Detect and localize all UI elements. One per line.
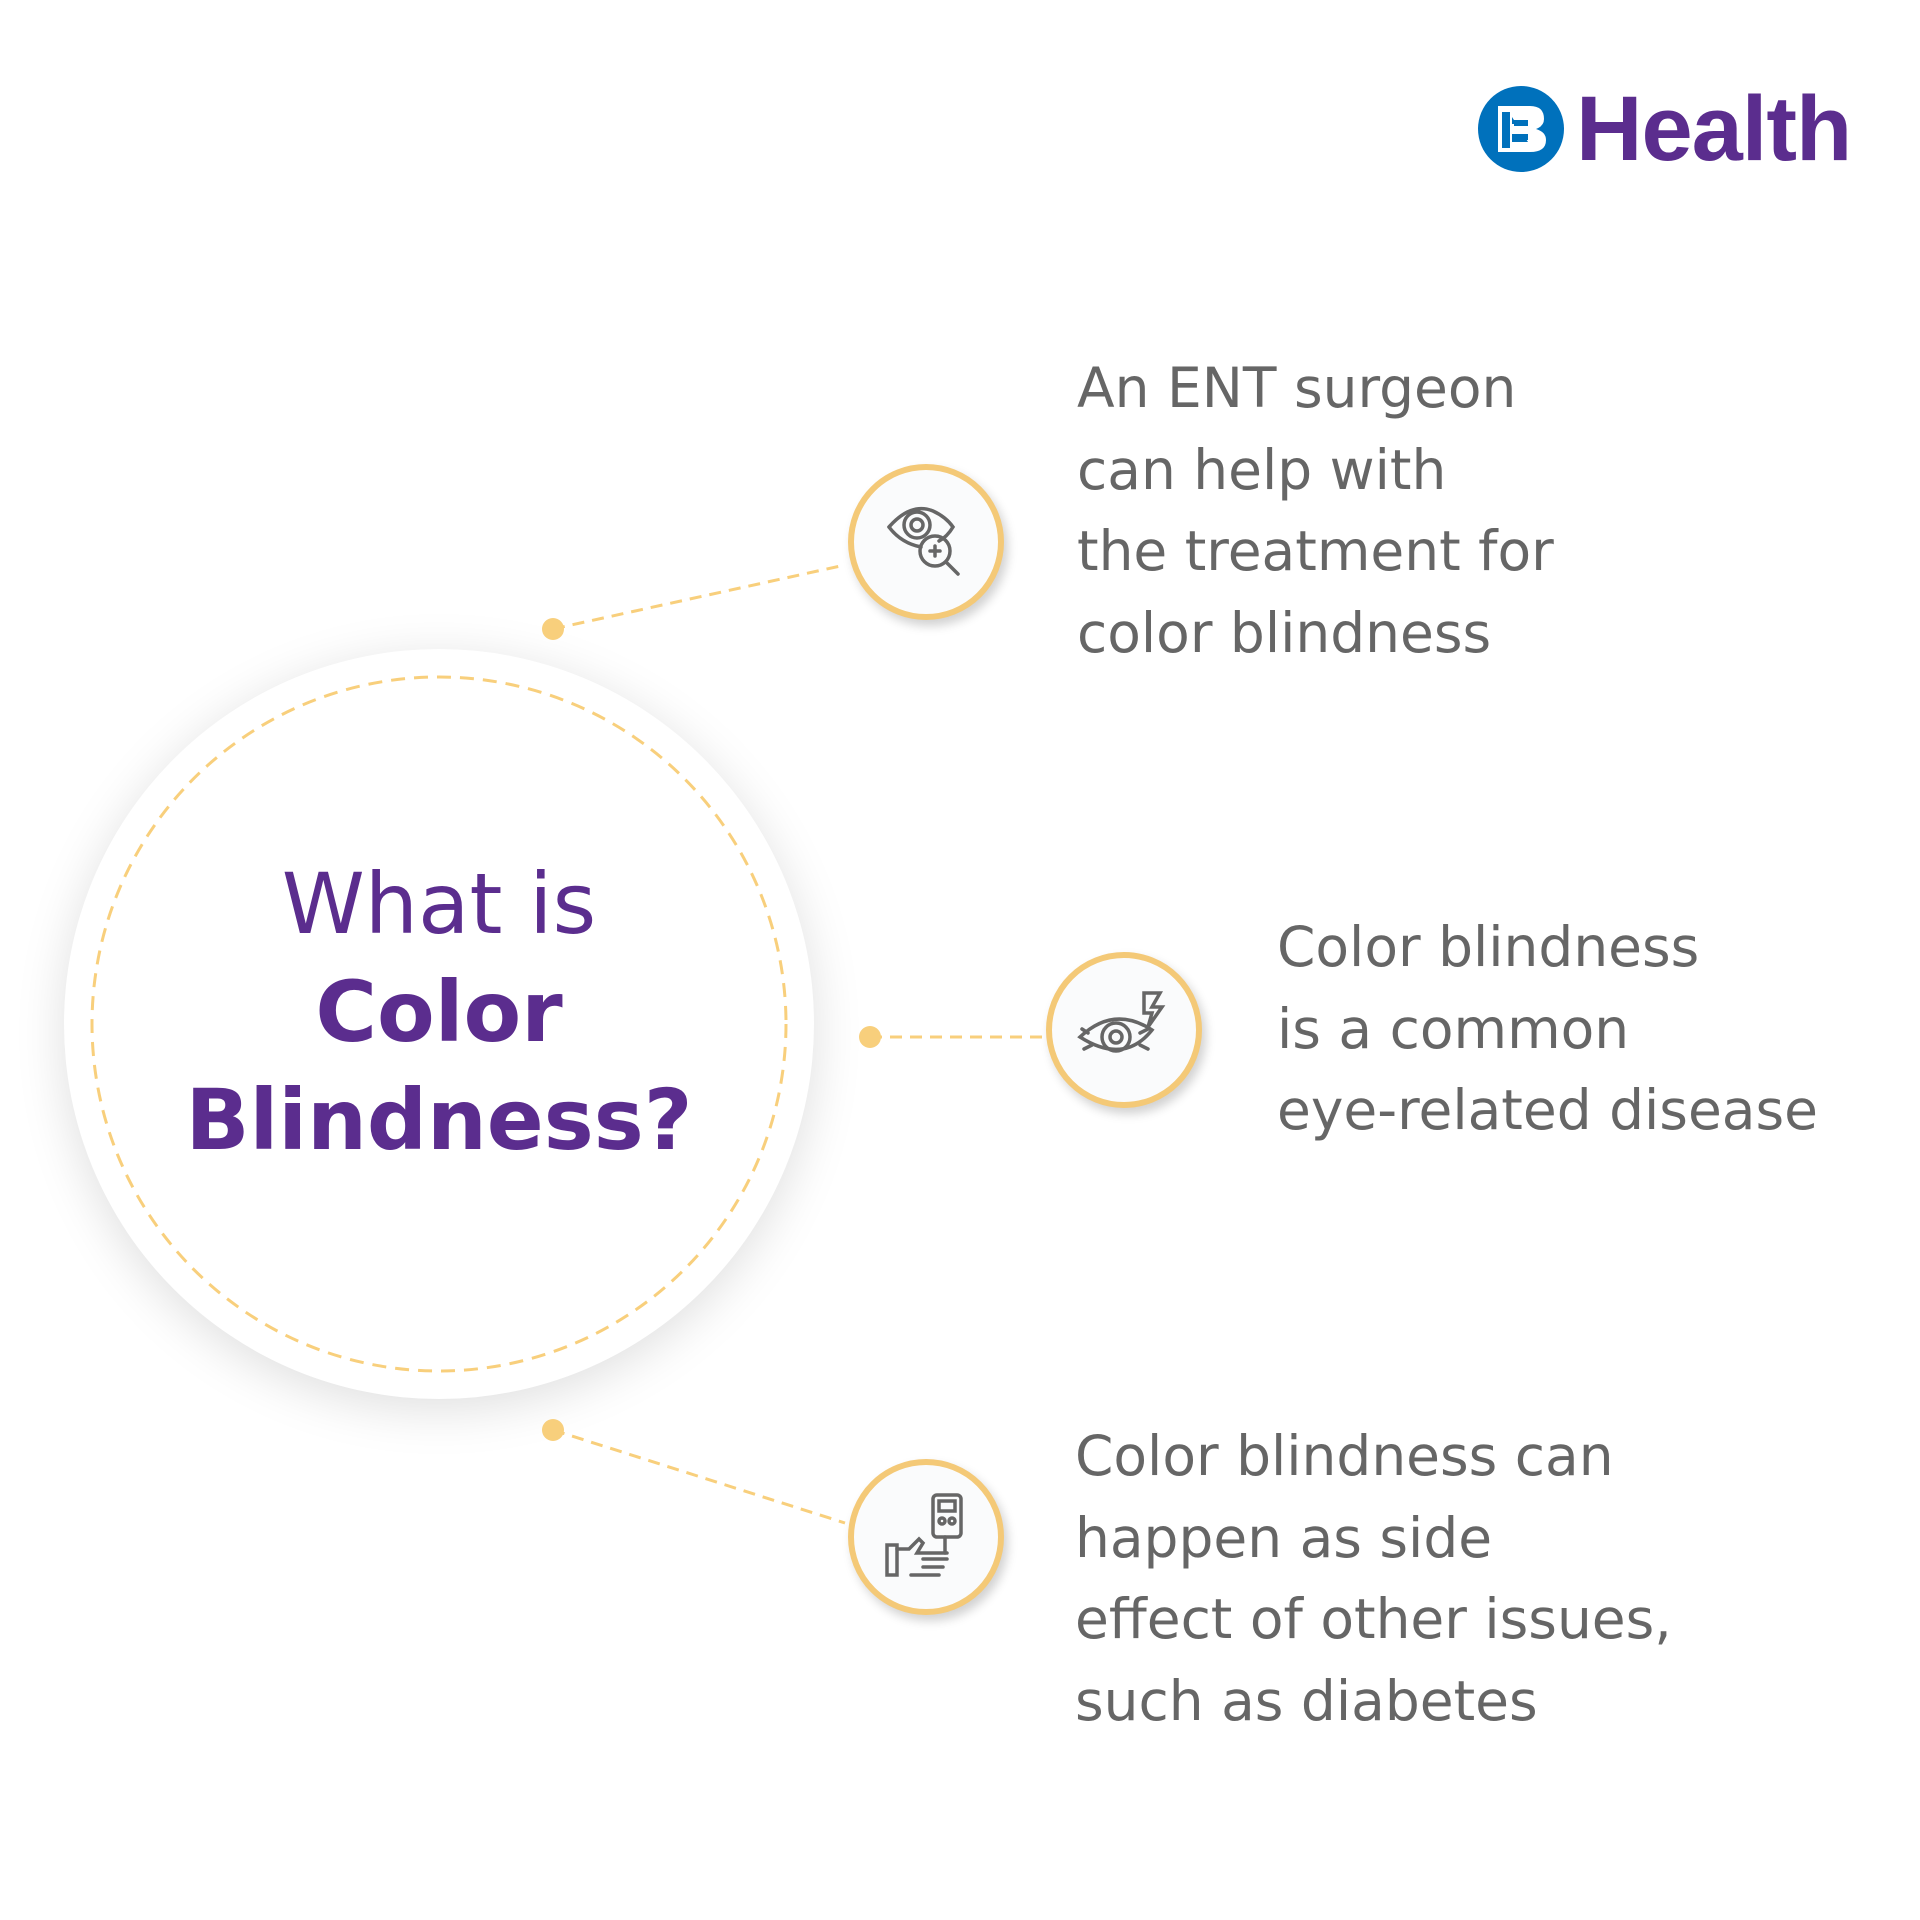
connector-line-1 [552,563,846,631]
text-line: effect of other issues, [1075,1587,1672,1651]
central-circle [64,649,814,1399]
title-line-3: Blindness? [185,1071,693,1169]
glucose-meter-hand-icon [885,1493,963,1577]
text-line: can help with [1077,437,1447,502]
text-line: An ENT surgeon [1077,356,1517,420]
text-line: happen as side [1075,1505,1493,1570]
point-3-text: Color blindness can happen as side effec… [1075,1416,1672,1742]
connector-dot-1 [542,618,564,640]
irritated-eye-icon [1077,991,1166,1053]
point-2-icon-badge [1046,952,1202,1108]
connector-dot-2 [859,1026,881,1048]
text-line: Color blindness [1277,915,1700,979]
brand-logo: Health [1478,78,1852,180]
brand-name: Health [1576,78,1852,180]
text-line: Color blindness can [1075,1424,1614,1488]
point-2-text: Color blindness is a common eye-related … [1277,907,1818,1152]
title-line-1: What is [281,855,597,953]
text-line: such as diabetes [1075,1668,1538,1733]
point-3-icon-badge [848,1459,1004,1615]
point-1-icon-badge [848,464,1004,620]
page-title: What is Color Blindness? [139,850,739,1174]
text-line: eye-related disease [1277,1078,1818,1142]
text-line: color blindness [1077,600,1492,665]
eye-magnifier-icon [887,506,960,576]
point-1-text: An ENT surgeon can help with the treatme… [1077,348,1554,674]
text-line: the treatment for [1077,519,1554,583]
logo-mark-icon [1478,86,1564,172]
connector-line-3 [552,1428,846,1525]
title-line-2: Color [315,963,563,1061]
connector-dot-3 [542,1419,564,1441]
dashed-ring [90,675,788,1373]
text-line: is a common [1277,996,1630,1061]
